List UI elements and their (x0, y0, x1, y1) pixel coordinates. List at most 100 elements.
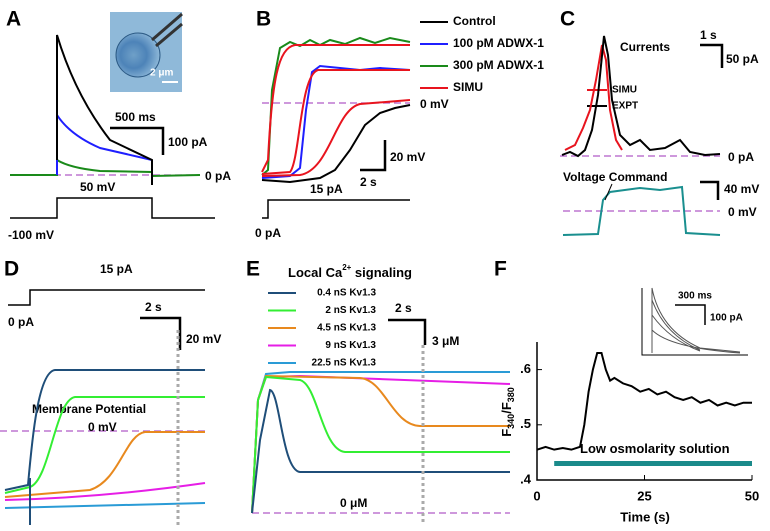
y-axis-label: F340/F380 (499, 387, 516, 437)
scale-label: 2 s (395, 301, 412, 315)
current-step (8, 289, 205, 306)
panel-label: D (4, 258, 19, 281)
trace (562, 185, 721, 236)
legend-label: 0.4 nS Kv1.3 (317, 288, 376, 299)
legend-label: EXPT (612, 101, 638, 112)
trace (56, 34, 153, 185)
step-label: 15 pA (310, 182, 343, 196)
zero-label: 0 μM (340, 496, 367, 510)
scale-label: 40 mV (724, 182, 759, 196)
scale-bar (388, 318, 427, 345)
current-step (262, 199, 410, 219)
panel-e: E Local Ca2+ signaling 0.4 nS Kv1.3 2 nS … (246, 258, 511, 525)
inset-axis (641, 288, 748, 356)
trace (10, 158, 201, 178)
legend-label: SIMU (453, 80, 483, 94)
x-tick-label: 50 (745, 488, 759, 503)
trace (564, 44, 623, 151)
axis (536, 342, 752, 481)
panel-f: F 300 ms 100 pA Time (s) F340/F380 .4 .5.… (494, 258, 759, 525)
scale-label: 50 pA (726, 52, 759, 66)
panel-c: C 1 s 50 pA Currents SIMU EXPT 0 pA Volta… (560, 8, 759, 236)
panel-label: A (6, 8, 21, 31)
legend-label: Control (453, 14, 496, 28)
trace (4, 502, 206, 509)
zero-label: 0 mV (88, 420, 117, 434)
panel-title: Local Ca2+ signaling (288, 263, 412, 280)
pointer (604, 183, 613, 201)
panel-a: A 2 μm 500 ms 100 pA 0 pA 50 mV -100 mV (6, 8, 231, 243)
zero-label: 0 pA (728, 150, 754, 164)
y-tick-label: .4 (520, 471, 532, 486)
holding-label: -100 mV (8, 228, 54, 242)
x-axis-label: Time (s) (620, 509, 670, 524)
scale-label: 1 s (700, 28, 717, 42)
legend: 0.4 nS Kv1.3 2 nS Kv1.3 4.5 nS Kv1.3 9 nS K… (268, 288, 376, 369)
scale-bar (675, 304, 706, 325)
trace (251, 375, 510, 514)
scale-label: 300 ms (678, 291, 712, 302)
zero-label: 0 pA (255, 226, 281, 240)
panel-title: Voltage Command (563, 170, 667, 184)
bar-label: Low osmolarity solution (580, 441, 730, 456)
scale-bar (140, 316, 182, 350)
panel-label: F (494, 258, 507, 281)
x-tick-label: 0 (533, 488, 540, 503)
scale-bar (700, 43, 724, 68)
scale-label: 20 mV (186, 332, 221, 346)
step-label: 50 mV (80, 180, 115, 194)
data-line (536, 352, 752, 451)
panel-label: C (560, 8, 575, 31)
trace (261, 36, 411, 176)
y-tick-label: .5 (520, 416, 531, 431)
trace (4, 369, 205, 525)
panel-d: D 15 pA 0 pA 2 s 20 mV Membrane Potentia… (0, 258, 221, 525)
zero-label: 0 pA (8, 315, 34, 329)
legend-label: 300 pM ADWX-1 (453, 58, 544, 72)
legend-label: 22.5 nS Kv1.3 (312, 358, 377, 369)
legend-label: 4.5 nS Kv1.3 (317, 323, 376, 334)
scale-label: 20 mV (390, 150, 425, 164)
trace (261, 104, 411, 184)
pipette (151, 12, 183, 48)
x-tick-label: 25 (637, 488, 651, 503)
trace (4, 396, 205, 494)
zero-label: 0 mV (728, 205, 757, 219)
step-label: 15 pA (100, 262, 133, 276)
panel-label: E (246, 258, 260, 281)
scale-label: 2 s (360, 175, 377, 189)
legend-label: 100 pM ADWX-1 (453, 36, 544, 50)
panel-title: Membrane Potential (32, 402, 146, 416)
trace (561, 35, 721, 158)
scale-label: 2 s (145, 300, 162, 314)
legend-label: SIMU (612, 85, 637, 96)
voltage-step (10, 197, 215, 219)
scale-bar (110, 126, 165, 155)
scale-label: 3 μM (432, 334, 459, 348)
scale-label: 500 ms (115, 110, 156, 124)
trace (251, 388, 510, 514)
legend-label: 9 nS Kv1.3 (325, 340, 376, 351)
legend-label: 2 nS Kv1.3 (325, 305, 376, 316)
trace (261, 64, 411, 179)
trace (251, 374, 510, 514)
scale-label: 100 pA (710, 313, 743, 324)
trace (4, 431, 205, 498)
scale-bar (360, 140, 387, 172)
zero-label: 0 mV (420, 97, 449, 111)
scale-bar (700, 180, 720, 200)
panel-title: Currents (620, 40, 670, 54)
panel-label: B (256, 8, 271, 31)
y-tick-label: .6 (520, 361, 531, 376)
trace (251, 374, 511, 514)
inset-trace (651, 287, 741, 354)
image-scale: 2 μm (150, 68, 173, 79)
trace (4, 482, 206, 501)
cell (115, 32, 161, 78)
scale-label: 100 pA (168, 135, 208, 149)
trace (261, 44, 411, 177)
legend: Control 100 pM ADWX-1 300 pM ADWX-1 SIMU (420, 14, 544, 94)
zero-label: 0 pA (205, 169, 231, 183)
